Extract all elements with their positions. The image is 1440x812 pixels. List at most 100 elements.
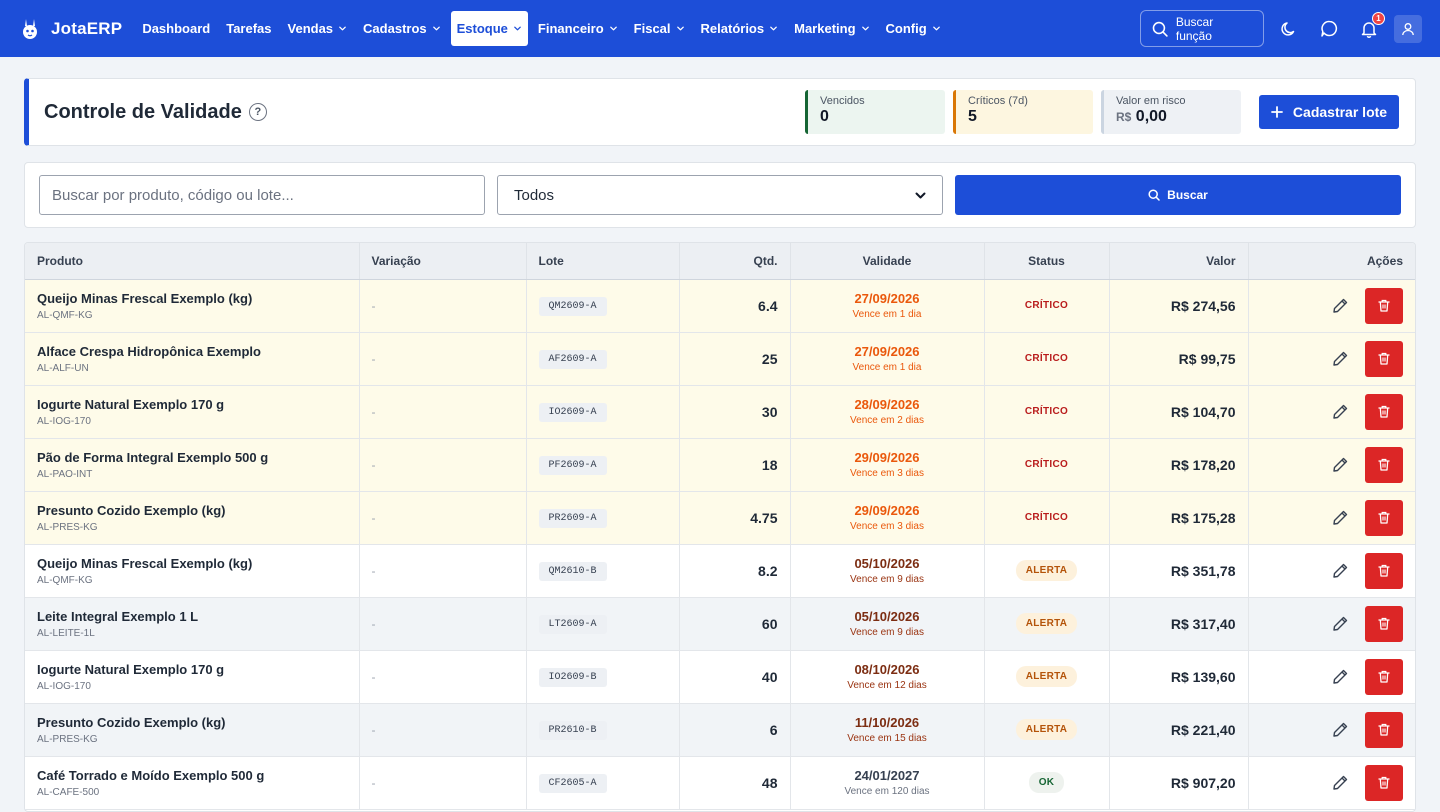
nav-item-label: Vendas [287, 21, 334, 36]
nav-item-financeiro[interactable]: Financeiro [532, 11, 624, 46]
col-status[interactable]: Status [984, 243, 1110, 280]
theme-toggle-button[interactable] [1274, 14, 1304, 44]
nav-item-tarefas[interactable]: Tarefas [220, 11, 277, 46]
expiry-countdown: Vence em 15 dias [847, 733, 927, 744]
delete-button[interactable] [1365, 287, 1403, 324]
col-produto[interactable]: Produto [25, 243, 360, 280]
col-qtd[interactable]: Qtd. [679, 243, 791, 280]
nav-item-cadastros[interactable]: Cadastros [357, 11, 447, 46]
cell-acoes [1248, 544, 1415, 598]
nav-item-config[interactable]: Config [880, 11, 947, 46]
cell-lote: IO2609-A [526, 385, 680, 439]
cell-variacao: - [359, 385, 527, 439]
col-valor[interactable]: Valor [1109, 243, 1249, 280]
notifications-button[interactable]: 1 [1354, 11, 1385, 44]
nav-item-label: Financeiro [537, 21, 604, 36]
question-mark-icon[interactable]: ? [248, 103, 267, 121]
delete-button[interactable] [1365, 340, 1403, 377]
app-name: JotaERP [51, 18, 123, 38]
product-name: Iogurte Natural Exemplo 170 g [37, 661, 225, 677]
add-lot-button[interactable]: Cadastrar lote [1259, 95, 1399, 129]
pencil-icon [1332, 563, 1347, 578]
expiry-countdown: Vence em 3 dias [850, 468, 924, 479]
table-row[interactable]: Leite Integral Exemplo 1 L AL-LEITE-1L -… [25, 597, 1415, 651]
kpi-vencidos-label: Vencidos [820, 95, 865, 107]
delete-button[interactable] [1365, 711, 1403, 748]
status-badge: CRÍTICO [1024, 459, 1069, 470]
table-row[interactable]: Presunto Cozido Exemplo (kg) AL-PRES-KG … [25, 491, 1415, 545]
edit-button[interactable] [1330, 720, 1350, 740]
edit-button[interactable] [1330, 667, 1350, 687]
table-row[interactable]: Presunto Cozido Exemplo (kg) AL-PRES-KG … [25, 703, 1415, 757]
edit-button[interactable] [1330, 455, 1350, 475]
expiry-date: 11/10/2026 [854, 715, 920, 730]
product-code: AL-ALF-UN [37, 362, 89, 374]
cell-variacao: - [359, 279, 527, 333]
nav-item-marketing[interactable]: Marketing [788, 11, 875, 46]
edit-button[interactable] [1330, 561, 1350, 581]
edit-button[interactable] [1330, 296, 1350, 316]
chat-button[interactable] [1314, 14, 1344, 44]
edit-button[interactable] [1330, 349, 1350, 369]
kpi-criticos: Críticos (7d) 5 [953, 90, 1093, 134]
cell-produto: Queijo Minas Frescal Exemplo (kg) AL-QMF… [25, 544, 360, 598]
col-lote[interactable]: Lote [526, 243, 680, 280]
edit-button[interactable] [1330, 508, 1350, 528]
table-row[interactable]: Pão de Forma Integral Exemplo 500 g AL-P… [25, 438, 1415, 492]
cell-valor: R$ 104,70 [1109, 385, 1249, 439]
nav-item-relatorios[interactable]: Relatórios [695, 11, 785, 46]
product-code: AL-IOG-170 [37, 680, 91, 692]
status-badge: CRÍTICO [1024, 406, 1069, 417]
status-select[interactable]: Todos [497, 175, 943, 215]
cell-status: CRÍTICO [984, 491, 1110, 545]
product-code: AL-QMF-KG [37, 574, 93, 586]
chevron-down-icon [770, 26, 777, 31]
search-button[interactable]: Buscar [955, 175, 1401, 215]
page-title: Controle de Validade [44, 100, 242, 123]
cell-valor: R$ 317,40 [1109, 597, 1249, 651]
expiry-date: 05/10/2026 [854, 609, 920, 624]
currency-symbol: R$ [1116, 110, 1132, 124]
delete-button[interactable] [1365, 446, 1403, 483]
nav-item-dashboard[interactable]: Dashboard [136, 11, 216, 46]
delete-button[interactable] [1365, 658, 1403, 695]
delete-button[interactable] [1365, 499, 1403, 536]
product-name: Café Torrado e Moído Exemplo 500 g [37, 767, 265, 783]
table-row[interactable]: Queijo Minas Frescal Exemplo (kg) AL-QMF… [25, 279, 1415, 333]
delete-button[interactable] [1365, 393, 1403, 430]
edit-button[interactable] [1330, 402, 1350, 422]
nav-item-vendas[interactable]: Vendas [282, 11, 354, 46]
cell-produto: Leite Integral Exemplo 1 L AL-LEITE-1L [25, 597, 360, 651]
edit-button[interactable] [1330, 773, 1350, 793]
expiry-countdown: Vence em 120 dias [844, 786, 930, 797]
delete-button[interactable] [1365, 764, 1403, 801]
edit-button[interactable] [1330, 614, 1350, 634]
cell-lote: PF2609-A [526, 438, 680, 492]
table-row[interactable]: Iogurte Natural Exemplo 170 g AL-IOG-170… [25, 385, 1415, 439]
search-function-button[interactable]: Buscar função [1140, 10, 1264, 47]
expiry-date: 27/09/2026 [854, 344, 920, 359]
col-variacao[interactable]: Variação [359, 243, 527, 280]
table-row[interactable]: Alface Crespa Hidropônica Exemplo AL-ALF… [25, 332, 1415, 386]
cell-valor: R$ 175,28 [1109, 491, 1249, 545]
nav-item-fiscal[interactable]: Fiscal [628, 11, 691, 46]
search-input[interactable] [39, 175, 485, 215]
cell-acoes [1248, 703, 1415, 757]
kpi-group: Vencidos 0 Críticos (7d) 5 Valor em risc… [805, 90, 1241, 134]
bell-icon [1361, 21, 1377, 38]
nav-item-estoque[interactable]: Estoque [450, 11, 528, 46]
cell-validade: 05/10/2026 Vence em 9 dias [790, 544, 985, 598]
cell-qtd: 6 [679, 703, 791, 757]
table-row[interactable]: Café Torrado e Moído Exemplo 500 g AL-CA… [25, 756, 1415, 810]
expiry-countdown: Vence em 12 dias [847, 680, 927, 691]
kpi-criticos-label: Críticos (7d) [968, 95, 1028, 107]
cell-status: ALERTA [984, 544, 1110, 598]
table-row[interactable]: Queijo Minas Frescal Exemplo (kg) AL-QMF… [25, 544, 1415, 598]
delete-button[interactable] [1365, 552, 1403, 589]
brand[interactable]: JotaERP [18, 17, 122, 41]
user-menu-button[interactable] [1394, 14, 1422, 43]
delete-button[interactable] [1365, 605, 1403, 642]
table-row[interactable]: Iogurte Natural Exemplo 170 g AL-IOG-170… [25, 650, 1415, 704]
col-validade[interactable]: Validade [790, 243, 985, 280]
status-badge: CRÍTICO [1024, 512, 1069, 523]
